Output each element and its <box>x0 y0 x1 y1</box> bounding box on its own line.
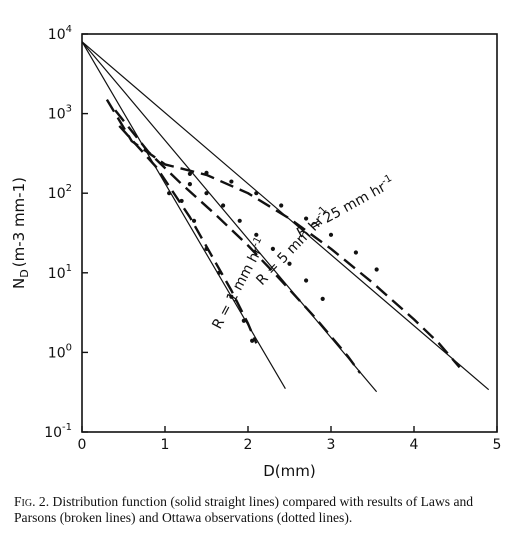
y-tick-label: 100 <box>48 342 72 361</box>
caption-text: Distribution function (solid straight li… <box>14 494 474 525</box>
dotted-point-r11 <box>179 198 184 204</box>
dotted-point-r11 <box>167 191 172 196</box>
caption-label: Fig. 2. <box>14 494 50 509</box>
x-tick-label: 5 <box>493 437 502 453</box>
x-tick-label: 2 <box>244 437 253 453</box>
plot-frame <box>81 33 498 433</box>
figure-caption: Fig. 2. Distribution function (solid str… <box>14 494 504 526</box>
dotted-point-r251 <box>279 203 284 208</box>
y-tick-label: 10-1 <box>44 422 72 441</box>
x-axis-label: D(mm) <box>263 462 315 480</box>
dotted-point-r11 <box>229 294 234 299</box>
x-tick-label: 3 <box>327 437 336 453</box>
dotted-point-r251 <box>353 250 358 255</box>
solid-line-r11 <box>81 41 286 390</box>
dotted-point-r11 <box>191 218 197 223</box>
dotted-point-r51 <box>237 218 242 223</box>
y-tick-label: 103 <box>48 104 72 123</box>
broken-line-r251 <box>105 98 461 369</box>
dotted-point-r51 <box>320 296 325 302</box>
y-tick-label: 104 <box>48 24 72 43</box>
x-tick-label: 4 <box>410 437 419 453</box>
dotted-point-r51 <box>221 203 226 208</box>
dotted-point-r11 <box>241 318 246 323</box>
curve-label: R = 25 mm hr-1 <box>293 173 397 242</box>
y-tick-label: 101 <box>48 263 72 282</box>
dotted-point-r11 <box>204 246 209 251</box>
x-tick-label: 1 <box>161 437 170 453</box>
broken-line-r11 <box>118 125 258 344</box>
y-tick-label: 102 <box>48 183 72 202</box>
dotted-point-r51 <box>187 182 192 187</box>
dotted-point-r51 <box>204 191 209 196</box>
dotted-point-r251 <box>304 216 309 221</box>
dotted-point-r251 <box>374 267 379 272</box>
x-tick-label: 0 <box>78 437 87 453</box>
solid-line-r51 <box>81 41 378 393</box>
dotted-point-r11 <box>250 338 255 343</box>
dotted-point-r251 <box>204 170 209 175</box>
dotted-point-r251 <box>328 232 334 237</box>
dotted-point-r251 <box>187 171 192 176</box>
dotted-point-r51 <box>270 246 275 251</box>
dotted-point-r11 <box>216 270 222 275</box>
dotted-point-r51 <box>304 278 309 283</box>
broken-line-r51 <box>114 109 362 374</box>
dotted-point-r251 <box>229 179 234 184</box>
dotted-point-r51 <box>254 232 259 237</box>
dotted-point-r251 <box>254 191 259 196</box>
dotted-point-r51 <box>287 261 292 266</box>
y-axis-label: ND(m-3 mm-1) <box>10 177 31 289</box>
